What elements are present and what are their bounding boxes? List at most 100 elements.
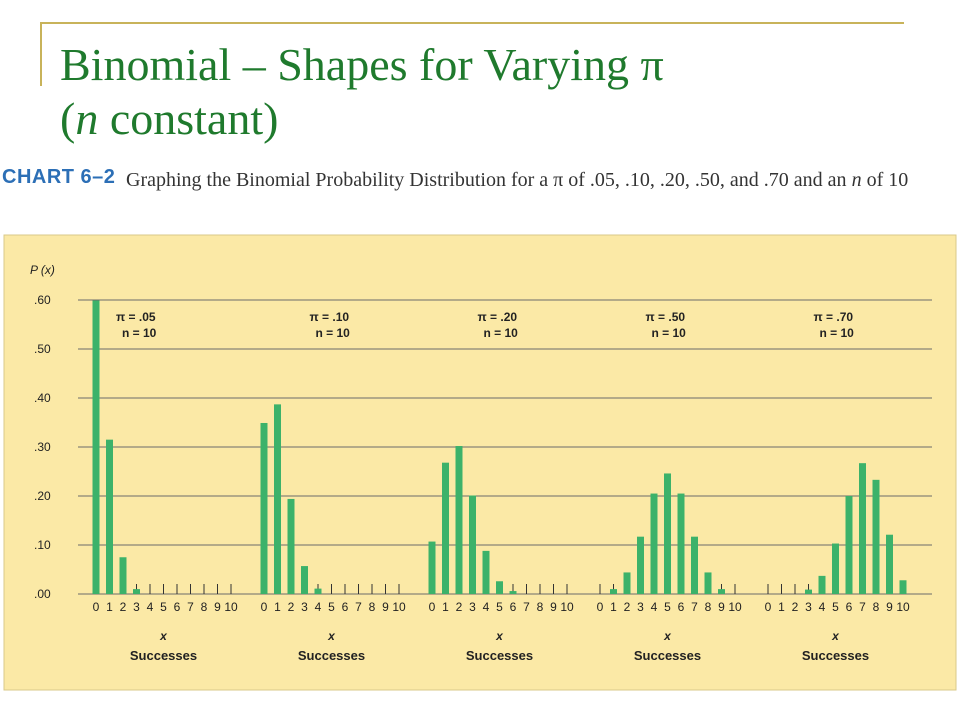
x-axis-sublabel: Successes xyxy=(298,648,365,663)
bar xyxy=(496,581,503,594)
x-tick-label: 3 xyxy=(637,600,644,614)
x-tick-label: 4 xyxy=(147,600,154,614)
x-axis-label: x xyxy=(327,629,336,643)
x-axis-label: x xyxy=(495,629,504,643)
bar xyxy=(718,589,725,594)
slide-title-paren-open: ( xyxy=(60,93,76,144)
x-tick-label: 6 xyxy=(342,600,349,614)
x-tick-label: 6 xyxy=(174,600,181,614)
bar xyxy=(610,589,617,594)
bar xyxy=(469,495,476,594)
x-tick-label: 9 xyxy=(550,600,557,614)
x-tick-label: 4 xyxy=(315,600,322,614)
x-tick-label: 3 xyxy=(469,600,476,614)
x-tick-label: 0 xyxy=(93,600,100,614)
panel-n-label: n = 10 xyxy=(484,326,519,340)
chart-caption-part2: of 10 xyxy=(861,169,909,191)
x-axis-sublabel: Successes xyxy=(466,648,533,663)
bar xyxy=(704,572,712,594)
bar xyxy=(274,404,281,594)
panel-n-label: n = 10 xyxy=(122,326,157,340)
x-tick-label: 10 xyxy=(392,600,406,614)
binomial-chart: .00.10.20.30.40.50.60P (x)0 1 2 3 4 5 6 7 8 9 10xS… xyxy=(3,234,957,691)
x-axis-label: x xyxy=(159,629,168,643)
y-tick-label: .40 xyxy=(34,391,51,405)
panel-n-label: n = 10 xyxy=(316,326,351,340)
x-tick-label: 2 xyxy=(120,600,127,614)
x-tick-label: 10 xyxy=(224,600,238,614)
x-tick-label: 1 xyxy=(778,600,785,614)
panel-pi-label: π = .70 xyxy=(814,310,854,324)
bar xyxy=(428,541,436,594)
panel-pi-label: π = .05 xyxy=(116,310,156,324)
x-tick-label: 2 xyxy=(288,600,295,614)
x-axis-sublabel: Successes xyxy=(130,648,197,663)
bar xyxy=(664,473,671,594)
y-tick-label: .20 xyxy=(34,489,51,503)
x-tick-label: 5 xyxy=(496,600,503,614)
x-tick-label: 1 xyxy=(610,600,617,614)
x-tick-label: 9 xyxy=(886,600,893,614)
bar xyxy=(106,439,113,594)
bar xyxy=(650,493,658,594)
x-tick-label: 3 xyxy=(133,600,140,614)
bar xyxy=(455,446,463,594)
panel-pi-label: π = .10 xyxy=(310,310,350,324)
x-tick-label: 2 xyxy=(456,600,463,614)
x-tick-label: 10 xyxy=(896,600,910,614)
x-axis-label: x xyxy=(831,629,840,643)
panel-pi-label: π = .50 xyxy=(646,310,686,324)
x-tick-label: 7 xyxy=(187,600,194,614)
x-tick-label: 9 xyxy=(214,600,221,614)
x-tick-label: 8 xyxy=(201,600,208,614)
bar xyxy=(442,462,449,594)
x-tick-label: 10 xyxy=(560,600,574,614)
bar xyxy=(92,300,100,594)
chart-panel-background xyxy=(3,234,957,691)
x-tick-label: 6 xyxy=(510,600,517,614)
bar xyxy=(805,589,812,594)
x-tick-label: 3 xyxy=(301,600,308,614)
bar xyxy=(832,543,839,594)
bar xyxy=(859,463,866,594)
y-tick-label: .30 xyxy=(34,440,51,454)
x-tick-label: 8 xyxy=(369,600,376,614)
x-axis-sublabel: Successes xyxy=(634,648,701,663)
chart-caption: Graphing the Binomial Probability Distri… xyxy=(126,167,946,193)
title-rule-left xyxy=(40,22,42,86)
x-tick-label: 5 xyxy=(832,600,839,614)
bar xyxy=(691,536,698,594)
bar xyxy=(301,566,308,594)
slide-title: Binomial – Shapes for Varying π (n consta… xyxy=(60,38,920,146)
y-tick-label: .50 xyxy=(34,342,51,356)
y-tick-label: .10 xyxy=(34,538,51,552)
bar xyxy=(677,493,685,594)
x-tick-label: 0 xyxy=(765,600,772,614)
x-tick-label: 1 xyxy=(106,600,113,614)
x-tick-label: 6 xyxy=(846,600,853,614)
x-tick-label: 5 xyxy=(160,600,167,614)
bar xyxy=(899,580,907,594)
x-tick-label: 8 xyxy=(537,600,544,614)
y-tick-label: .00 xyxy=(34,587,51,601)
title-rule-top xyxy=(40,22,904,24)
x-tick-label: 1 xyxy=(442,600,449,614)
chart-caption-n: n xyxy=(851,169,862,191)
slide-title-n: n xyxy=(75,93,99,144)
x-tick-label: 8 xyxy=(873,600,880,614)
x-tick-label: 5 xyxy=(328,600,335,614)
bar xyxy=(482,550,490,594)
bar xyxy=(886,534,893,594)
bar xyxy=(287,498,295,594)
bar xyxy=(314,588,322,594)
x-tick-label: 3 xyxy=(805,600,812,614)
x-tick-label: 4 xyxy=(819,600,826,614)
x-tick-label: 10 xyxy=(728,600,742,614)
x-tick-label: 5 xyxy=(664,600,671,614)
x-axis-sublabel: Successes xyxy=(802,648,869,663)
bar xyxy=(133,589,140,594)
bar xyxy=(119,557,127,594)
bar xyxy=(845,496,853,594)
x-tick-label: 9 xyxy=(718,600,725,614)
x-tick-label: 7 xyxy=(355,600,362,614)
